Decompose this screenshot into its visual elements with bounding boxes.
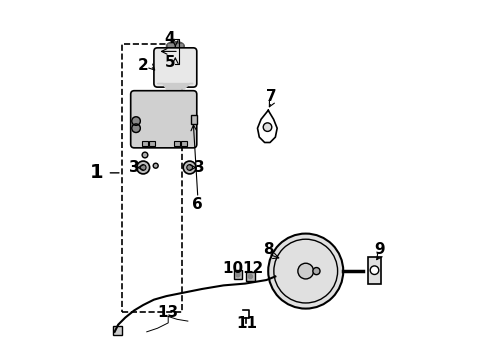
Circle shape	[183, 161, 196, 174]
FancyBboxPatch shape	[154, 48, 197, 87]
Circle shape	[298, 263, 314, 279]
Text: 4: 4	[165, 31, 175, 46]
Circle shape	[236, 273, 240, 277]
Text: 3: 3	[129, 160, 140, 175]
Text: 8: 8	[263, 242, 273, 257]
Text: 2: 2	[138, 58, 148, 73]
Text: 12: 12	[242, 261, 264, 276]
FancyBboxPatch shape	[131, 91, 197, 148]
Text: 5: 5	[165, 55, 175, 69]
Bar	[191, 114, 197, 123]
Bar	[149, 141, 155, 146]
Circle shape	[187, 165, 193, 170]
Polygon shape	[157, 84, 193, 89]
Bar	[174, 141, 180, 146]
Circle shape	[132, 124, 140, 132]
Text: 3: 3	[194, 160, 205, 175]
Text: 10: 10	[222, 261, 244, 276]
Text: 13: 13	[158, 305, 179, 320]
Circle shape	[137, 161, 149, 174]
Circle shape	[313, 267, 320, 275]
Text: 1: 1	[90, 163, 103, 183]
Circle shape	[153, 163, 158, 168]
Circle shape	[140, 165, 146, 170]
Bar	[246, 272, 255, 281]
Ellipse shape	[167, 41, 184, 50]
Circle shape	[142, 152, 148, 158]
Text: 9: 9	[375, 242, 385, 257]
Circle shape	[248, 274, 252, 279]
Text: 6: 6	[193, 197, 203, 212]
Text: 11: 11	[236, 316, 257, 331]
Circle shape	[268, 234, 343, 309]
Bar	[122, 44, 182, 312]
Text: 7: 7	[267, 89, 277, 104]
Circle shape	[263, 123, 272, 131]
Bar	[181, 141, 187, 146]
Circle shape	[132, 117, 140, 125]
Bar	[168, 44, 182, 53]
Bar	[142, 141, 148, 146]
Bar	[368, 257, 381, 284]
Circle shape	[370, 266, 379, 274]
Bar	[113, 327, 122, 336]
Bar	[234, 270, 242, 279]
